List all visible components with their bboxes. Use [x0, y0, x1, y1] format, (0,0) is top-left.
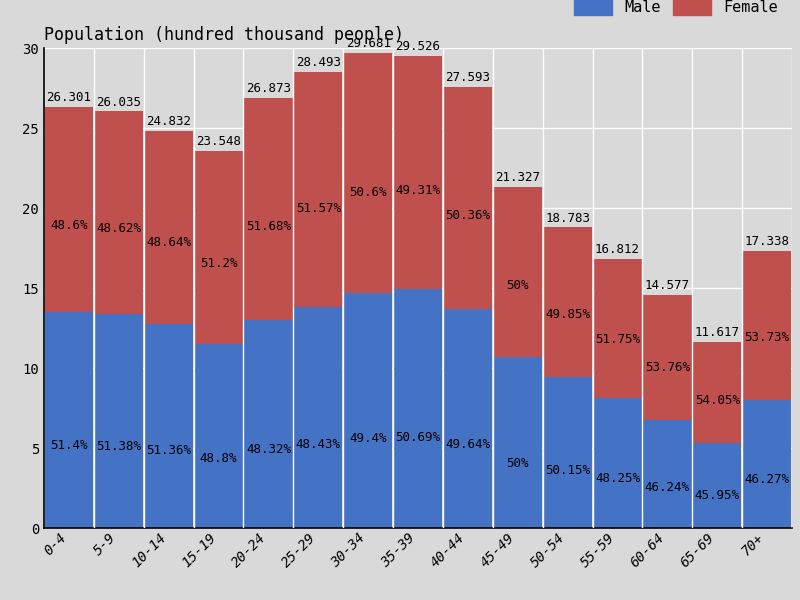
Bar	[643, 420, 691, 528]
Text: 26.873: 26.873	[246, 82, 291, 95]
Text: 51.4%: 51.4%	[50, 439, 88, 452]
Text: 23.548: 23.548	[196, 136, 241, 148]
Text: 50.6%: 50.6%	[350, 186, 387, 199]
Legend: Male, Female: Male, Female	[568, 0, 784, 22]
Bar	[145, 324, 193, 528]
Text: 50.15%: 50.15%	[545, 464, 590, 477]
Bar	[743, 400, 791, 528]
Bar	[394, 56, 442, 289]
Bar	[294, 307, 342, 528]
Bar	[594, 398, 642, 528]
Bar	[543, 227, 592, 377]
Text: Population (hundred thousand people): Population (hundred thousand people)	[44, 26, 404, 44]
Text: 49.4%: 49.4%	[350, 433, 387, 445]
Bar	[194, 344, 242, 528]
Bar	[494, 358, 542, 528]
Text: 54.05%: 54.05%	[694, 394, 740, 407]
Bar	[594, 259, 642, 398]
Text: 49.31%: 49.31%	[395, 184, 441, 197]
Bar	[394, 289, 442, 528]
Text: 26.301: 26.301	[46, 91, 91, 104]
Bar	[145, 131, 193, 324]
Text: 46.27%: 46.27%	[745, 473, 790, 486]
Text: 17.338: 17.338	[745, 235, 790, 248]
Text: 48.62%: 48.62%	[96, 223, 142, 235]
Text: 49.85%: 49.85%	[545, 308, 590, 321]
Text: 48.8%: 48.8%	[200, 452, 238, 464]
Text: 48.25%: 48.25%	[595, 472, 640, 485]
Bar	[244, 98, 293, 320]
Text: 53.73%: 53.73%	[745, 331, 790, 344]
Bar	[743, 251, 791, 400]
Text: 50%: 50%	[506, 279, 529, 292]
Bar	[344, 293, 392, 528]
Text: 21.327: 21.327	[495, 171, 540, 184]
Text: 11.617: 11.617	[694, 326, 740, 339]
Bar	[543, 377, 592, 528]
Text: 14.577: 14.577	[645, 279, 690, 292]
Bar	[194, 151, 242, 344]
Text: 51.57%: 51.57%	[296, 202, 341, 215]
Text: 48.6%: 48.6%	[50, 220, 88, 232]
Bar	[294, 72, 342, 307]
Text: 26.035: 26.035	[96, 95, 142, 109]
Bar	[45, 107, 93, 312]
Bar	[693, 443, 742, 528]
Text: 51.38%: 51.38%	[96, 440, 142, 453]
Text: 51.75%: 51.75%	[595, 333, 640, 346]
Text: 51.36%: 51.36%	[146, 444, 191, 457]
Text: 28.493: 28.493	[296, 56, 341, 69]
Text: 48.64%: 48.64%	[146, 236, 191, 249]
Text: 16.812: 16.812	[595, 243, 640, 256]
Text: 50%: 50%	[506, 457, 529, 470]
Text: 29.681: 29.681	[346, 37, 390, 50]
Text: 45.95%: 45.95%	[694, 489, 740, 502]
Text: 27.593: 27.593	[446, 71, 490, 83]
Text: 29.526: 29.526	[395, 40, 441, 53]
Bar	[444, 309, 492, 528]
Bar	[693, 342, 742, 443]
Bar	[45, 312, 93, 528]
Text: 24.832: 24.832	[146, 115, 191, 128]
Text: 51.68%: 51.68%	[246, 220, 291, 233]
Bar	[643, 295, 691, 420]
Text: 48.32%: 48.32%	[246, 443, 291, 455]
Text: 48.43%: 48.43%	[296, 437, 341, 451]
Text: 18.783: 18.783	[545, 212, 590, 224]
Text: 49.64%: 49.64%	[446, 438, 490, 451]
Text: 51.2%: 51.2%	[200, 257, 238, 269]
Text: 46.24%: 46.24%	[645, 481, 690, 494]
Text: 53.76%: 53.76%	[645, 361, 690, 374]
Bar	[94, 112, 143, 314]
Text: 50.69%: 50.69%	[395, 431, 441, 443]
Bar	[494, 187, 542, 358]
Bar	[344, 53, 392, 293]
Text: 50.36%: 50.36%	[446, 209, 490, 222]
Bar	[244, 320, 293, 528]
Bar	[94, 314, 143, 528]
Bar	[444, 86, 492, 309]
